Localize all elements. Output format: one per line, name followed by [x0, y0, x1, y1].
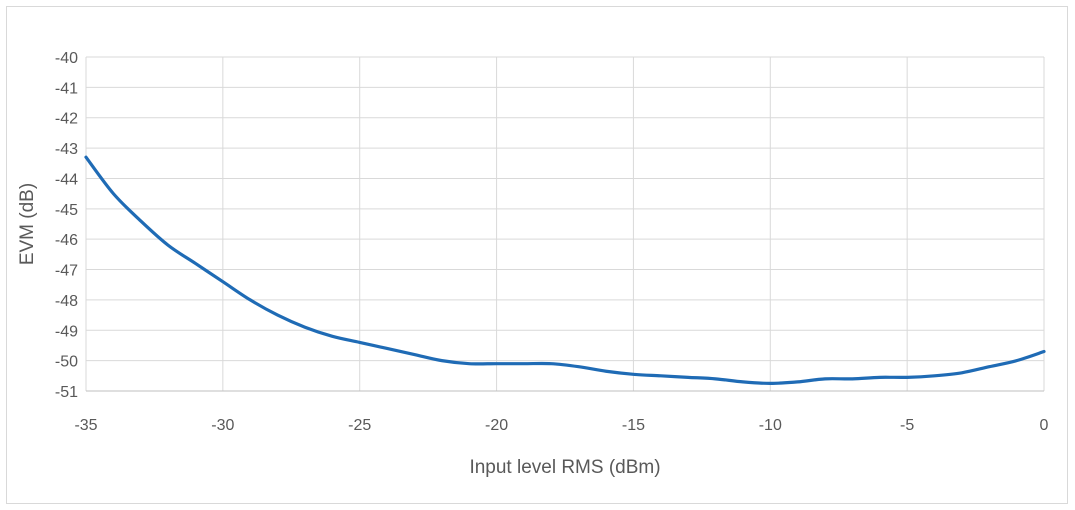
chart-frame: -40 -41 -42 -43 -44 -45 -46 -47 -48 -49 -50 -51 -35-…: [6, 6, 1068, 504]
y-tick-label: -47: [55, 263, 78, 280]
y-tick-label: -49: [55, 323, 78, 340]
y-tick-label: -51: [55, 384, 78, 401]
x-tick-label: -30: [211, 417, 234, 434]
x-axis-title: Input level RMS (dBm): [469, 457, 660, 478]
y-tick-label: -41: [55, 80, 78, 97]
y-tick-label: -40: [55, 50, 78, 67]
evm-series-line: [84, 155, 1046, 386]
evm-line-chart: -40-41-42-43-44-45-46-47-48-49-50-51-35-…: [17, 50, 1049, 478]
y-tick-label: -45: [55, 202, 78, 219]
y-axis-title: EVM (dB): [17, 183, 38, 265]
x-tick-label: 0: [1040, 417, 1049, 434]
x-tick-label: -10: [759, 417, 782, 434]
y-tick-label: -42: [55, 111, 78, 128]
series-layer: [84, 155, 1046, 386]
y-tick-label: -50: [55, 354, 78, 371]
x-tick-label: -35: [74, 417, 97, 434]
y-tick-label: -48: [55, 293, 78, 310]
x-tick-label: -25: [348, 417, 371, 434]
x-tick-label: -5: [900, 417, 914, 434]
y-tick-label: -44: [55, 171, 78, 188]
tick-labels: -40-41-42-43-44-45-46-47-48-49-50-51-35-…: [55, 50, 1049, 434]
y-tick-label: -46: [55, 232, 78, 249]
x-tick-label: -20: [485, 417, 508, 434]
y-tick-label: -43: [55, 141, 78, 158]
x-tick-label: -15: [622, 417, 645, 434]
gridlines: [85, 56, 1045, 391]
